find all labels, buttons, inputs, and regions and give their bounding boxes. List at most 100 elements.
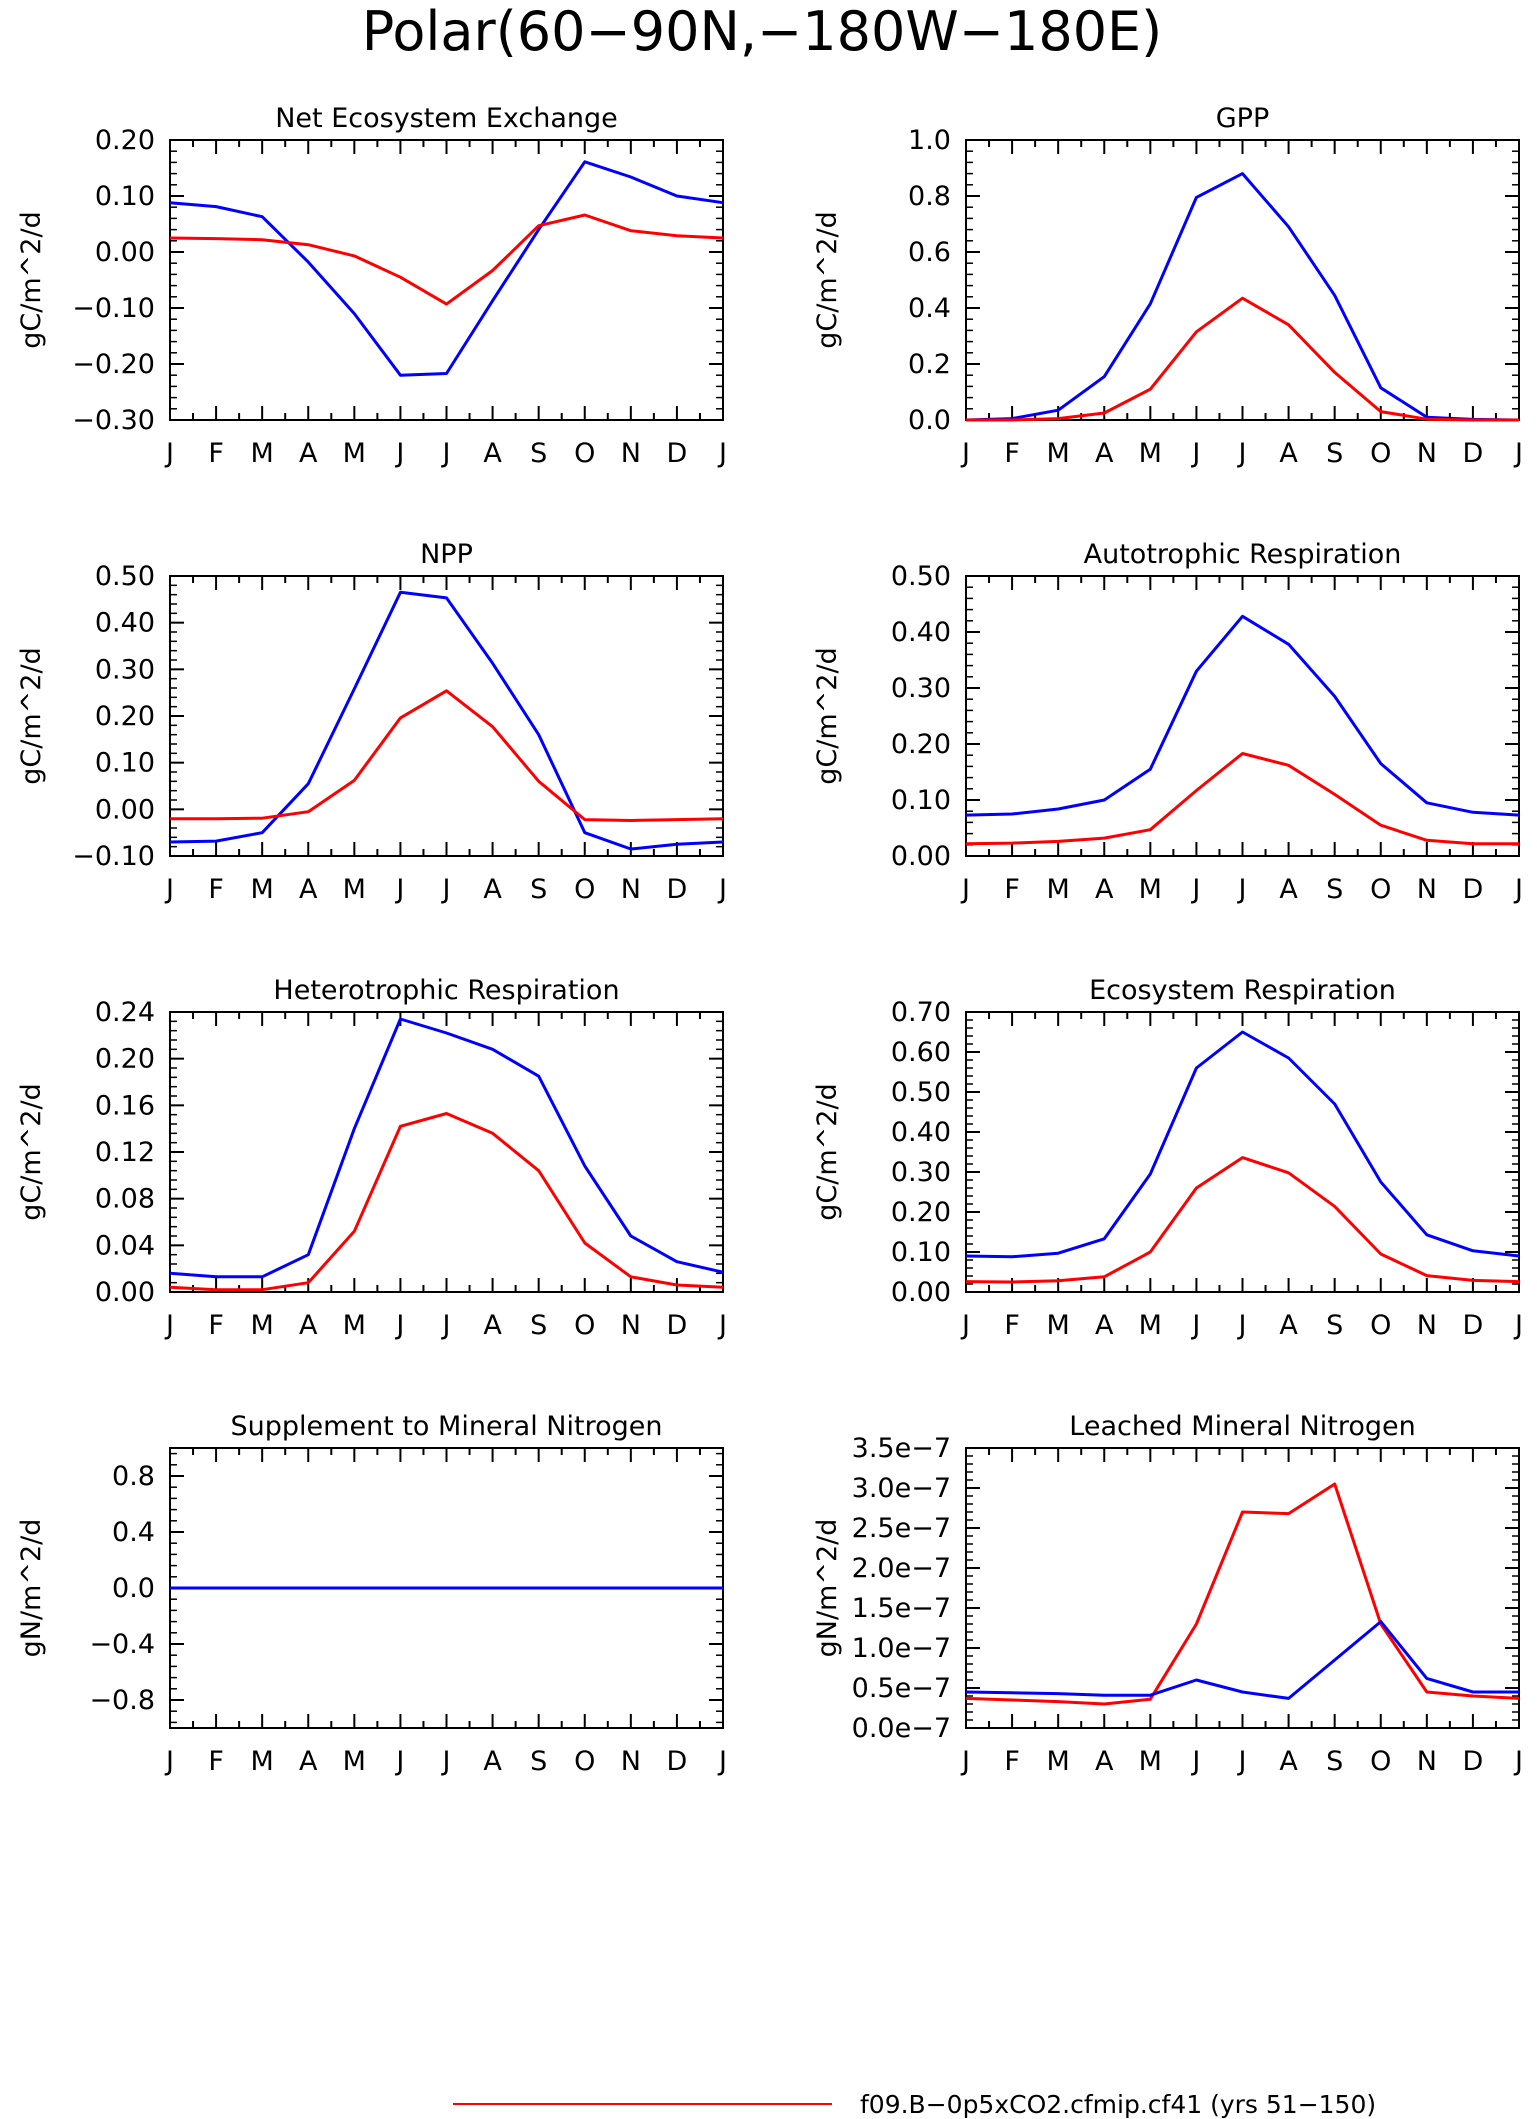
x-tick-label: M [1139, 1746, 1162, 1777]
x-tick-label: J [394, 1310, 404, 1341]
y-tick-label: 0.50 [95, 561, 155, 592]
plot-frame [965, 139, 1520, 421]
x-tick-label: D [1463, 1746, 1484, 1777]
y-tick-label: 0.30 [891, 1157, 951, 1188]
series-line-red [966, 296, 1519, 422]
x-tick-label: M [343, 1310, 366, 1341]
y-tick-label: 1.0e−7 [852, 1633, 951, 1664]
x-tick-label: M [343, 1746, 366, 1777]
y-tick-label: 0.00 [891, 841, 951, 872]
x-tick-label: J [960, 1310, 970, 1341]
x-tick-label: N [621, 874, 641, 905]
x-tick-label: O [1370, 1310, 1391, 1341]
x-tick-label: N [621, 1746, 641, 1777]
x-tick-label: J [717, 438, 727, 469]
y-tick-label: 0.10 [95, 748, 155, 779]
x-tick-label: J [164, 1746, 174, 1777]
y-tick-label: 0.70 [891, 997, 951, 1028]
x-tick-label: J [394, 1746, 404, 1777]
x-tick-label: O [574, 1310, 595, 1341]
x-tick-label: A [1279, 438, 1298, 469]
y-tick-label: 0.60 [891, 1037, 951, 1068]
x-tick-label: J [1513, 874, 1523, 905]
y-tick-label: 0.12 [95, 1137, 155, 1168]
x-tick-label: J [960, 1746, 970, 1777]
y-tick-label: 0.20 [95, 125, 155, 156]
x-tick-label: D [1463, 438, 1484, 469]
y-tick-label: 0.40 [95, 608, 155, 639]
x-tick-label: M [343, 438, 366, 469]
series-line-red [965, 1482, 1520, 1706]
y-tick-label: 0.16 [95, 1090, 155, 1121]
x-tick-label: J [394, 874, 404, 905]
x-tick-label: S [1326, 1310, 1343, 1341]
x-tick-label: F [1004, 1746, 1020, 1777]
chart-title: GPP [1216, 103, 1270, 134]
series-line-red [169, 213, 724, 306]
y-tick-label: 0.6 [908, 237, 951, 268]
x-tick-label: M [1139, 438, 1162, 469]
x-tick-label: J [441, 874, 451, 905]
plot-frame [169, 1011, 724, 1293]
x-tick-label: S [1326, 438, 1343, 469]
x-tick-label: S [530, 438, 547, 469]
chart-title: Supplement to Mineral Nitrogen [231, 1411, 663, 1442]
y-tick-label: 0.24 [95, 997, 155, 1028]
x-tick-label: F [1004, 1310, 1020, 1341]
y-axis-label: gC/m^2/d [812, 647, 843, 784]
x-tick-label: A [299, 438, 318, 469]
chart-title: Heterotrophic Respiration [273, 975, 619, 1006]
series-line-red [965, 1156, 1520, 1284]
y-axis-label: gC/m^2/d [16, 1083, 47, 1220]
y-axis-label: gN/m^2/d [16, 1519, 47, 1658]
x-tick-label: J [1237, 438, 1247, 469]
x-tick-label: D [667, 438, 688, 469]
x-tick-label: A [1279, 1746, 1298, 1777]
y-tick-label: 0.50 [891, 561, 951, 592]
x-tick-label: S [530, 1746, 547, 1777]
x-tick-label: J [1237, 874, 1247, 905]
x-tick-label: A [299, 1746, 318, 1777]
x-tick-label: A [1095, 874, 1114, 905]
x-tick-label: A [483, 438, 502, 469]
x-tick-label: M [251, 438, 274, 469]
series-line-blue [169, 1017, 724, 1279]
series-line-blue [965, 1030, 1520, 1259]
x-tick-label: M [1047, 874, 1070, 905]
chart-title: Net Ecosystem Exchange [275, 103, 618, 134]
x-tick-label: M [343, 874, 366, 905]
y-tick-label: 0.2 [908, 349, 951, 380]
y-tick-label: 2.0e−7 [852, 1553, 951, 1584]
plot-frame [965, 1447, 1520, 1729]
y-tick-label: 1.0 [908, 125, 951, 156]
x-tick-label: D [1463, 1310, 1484, 1341]
y-tick-label: 0.20 [891, 729, 951, 760]
x-tick-label: J [1237, 1310, 1247, 1341]
y-tick-label: 0.0e−7 [852, 1713, 951, 1744]
y-tick-label: −0.8 [89, 1685, 155, 1716]
y-axis-label: gC/m^2/d [16, 211, 47, 348]
y-tick-label: 0.10 [891, 785, 951, 816]
x-tick-label: J [441, 438, 451, 469]
series-line-blue [965, 1620, 1519, 1700]
y-tick-label: 0.10 [891, 1237, 951, 1268]
x-tick-label: A [1279, 1310, 1298, 1341]
plot-frame [169, 575, 724, 857]
x-tick-label: J [1190, 1746, 1200, 1777]
chart-title: Ecosystem Respiration [1089, 975, 1396, 1006]
chart-panel-6: Supplement to Mineral Nitrogen gN/m^2/d J F… [16, 1411, 727, 1777]
y-tick-label: −0.10 [72, 293, 155, 324]
y-tick-label: −0.10 [72, 841, 155, 872]
x-tick-label: A [483, 1310, 502, 1341]
x-tick-label: J [960, 438, 970, 469]
series-line-blue [965, 172, 1520, 422]
series-line-blue [965, 614, 1520, 817]
x-tick-label: J [1237, 1746, 1247, 1777]
x-tick-label: J [1513, 438, 1523, 469]
